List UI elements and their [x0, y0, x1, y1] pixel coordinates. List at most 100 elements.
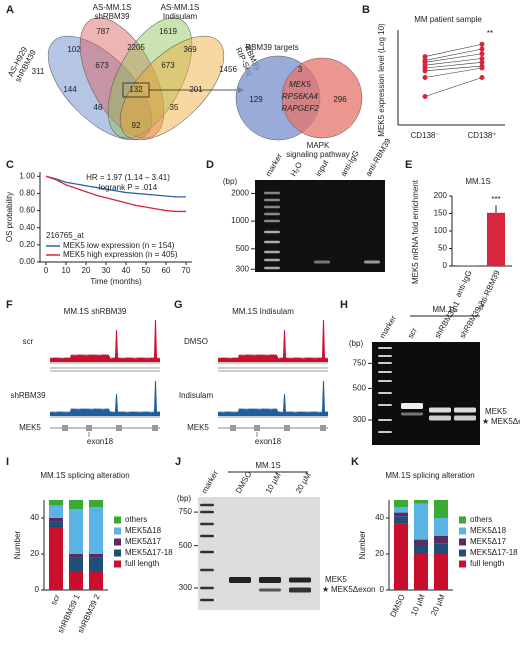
band — [378, 362, 392, 364]
point — [422, 75, 428, 80]
y-tick-label: 500 — [236, 244, 250, 253]
y-tick-label: 0.20 — [19, 240, 35, 249]
exon — [230, 425, 236, 431]
bar-segment — [414, 545, 428, 554]
venn-title: MAPK — [307, 141, 330, 150]
band — [264, 266, 280, 270]
coverage-track — [50, 320, 160, 362]
bar-segment — [394, 512, 408, 517]
bar-segment — [69, 500, 83, 509]
y-tick-label: 0 — [443, 261, 448, 270]
point — [479, 51, 485, 57]
lane-label: scr — [406, 326, 419, 340]
exon — [320, 425, 326, 431]
band — [454, 407, 476, 413]
venn-count: 673 — [161, 61, 175, 70]
band — [378, 347, 392, 349]
x-tick-label: 10 µM — [409, 593, 427, 617]
track-label: Indisulam — [179, 391, 214, 400]
unit-label: (bp) — [349, 339, 364, 348]
track-label: scr — [23, 337, 34, 346]
band — [378, 380, 392, 382]
pair-line — [424, 67, 483, 78]
y-tick-label: 0.00 — [19, 257, 35, 266]
x-tick-label: 60 — [162, 266, 171, 275]
y-tick-label: 50 — [438, 244, 447, 253]
chart-title: MM.1S splicing alteration — [40, 471, 129, 480]
lane-label: 10 µM — [264, 471, 283, 495]
band — [200, 522, 214, 526]
y-tick-label: 300 — [353, 415, 367, 424]
y-tick-label: 150 — [434, 209, 448, 218]
y-tick-label: 20 — [375, 549, 384, 558]
venn-count: 144 — [63, 85, 77, 94]
legend-label: MEK5Δ17 — [125, 537, 162, 546]
band-label: MEK5Δexon — [491, 417, 520, 426]
panel-letter: F — [6, 299, 13, 311]
bar-segment — [49, 521, 63, 527]
lane-label: anti-RBM39 — [364, 136, 393, 178]
legend-label: MEK5 low expression (n = 154) — [63, 241, 175, 250]
legend-swatch — [114, 560, 121, 568]
legend-swatch — [459, 516, 466, 524]
band — [364, 260, 380, 264]
bar-segment — [414, 554, 428, 590]
band — [200, 534, 214, 538]
venn-title: RBM39 targets — [245, 43, 298, 52]
x-tick-label: 20 — [82, 266, 91, 275]
venn-set-label: AS-MM.1S — [93, 3, 132, 12]
star: ★ — [322, 585, 329, 594]
bar-segment — [89, 500, 103, 508]
band-label: MEK5 — [485, 407, 507, 416]
y-tick-label: 100 — [434, 226, 448, 235]
band — [264, 250, 280, 254]
pair-line — [424, 65, 483, 72]
panel-letter: K — [351, 456, 359, 468]
y-tick-label: 20 — [30, 549, 39, 558]
band — [264, 212, 280, 216]
significance: *** — [491, 195, 500, 204]
legend-swatch — [114, 516, 121, 524]
bar-segment — [49, 500, 63, 506]
panel-letter: B — [362, 4, 370, 16]
lane-label: H₂O — [289, 160, 304, 178]
chart-title: MM.1S — [465, 177, 490, 186]
bar-segment — [69, 557, 83, 572]
lane-label: input — [314, 158, 331, 178]
band — [401, 403, 423, 409]
bar-segment — [434, 500, 448, 518]
band — [259, 588, 281, 592]
x-axis-label: Time (months) — [90, 277, 142, 286]
bar-segment — [414, 500, 428, 504]
panel-letter: C — [6, 159, 14, 171]
legend-swatch — [459, 527, 466, 535]
panel-letter: J — [175, 456, 181, 468]
y-tick-label: 40 — [30, 513, 39, 522]
venn-count: 369 — [183, 45, 197, 54]
gene-label: MEK5 — [19, 423, 41, 432]
legend-swatch — [459, 560, 466, 568]
legend-swatch — [114, 527, 121, 535]
band — [264, 198, 280, 202]
unit-label: (bp) — [223, 177, 238, 186]
band — [378, 419, 392, 421]
chart-title: MM patient sample — [414, 15, 482, 24]
y-tick-label: 0 — [380, 585, 385, 594]
point — [479, 46, 485, 52]
venn-set-label: shRBM39 — [94, 12, 130, 21]
band — [200, 568, 214, 572]
y-tick-label: 750 — [353, 358, 367, 367]
point — [479, 56, 485, 61]
band — [200, 503, 214, 507]
legend-label: MEK5Δ18 — [470, 526, 507, 535]
bar-segment — [49, 505, 63, 518]
bar-segment — [394, 507, 408, 513]
bar-segment — [69, 509, 83, 554]
bar-segment — [394, 500, 408, 508]
band — [378, 371, 392, 373]
venn-count: 46 — [94, 103, 103, 112]
venn-title: signaling pathway — [286, 150, 350, 159]
legend-label: full length — [125, 559, 159, 568]
band — [289, 587, 311, 593]
